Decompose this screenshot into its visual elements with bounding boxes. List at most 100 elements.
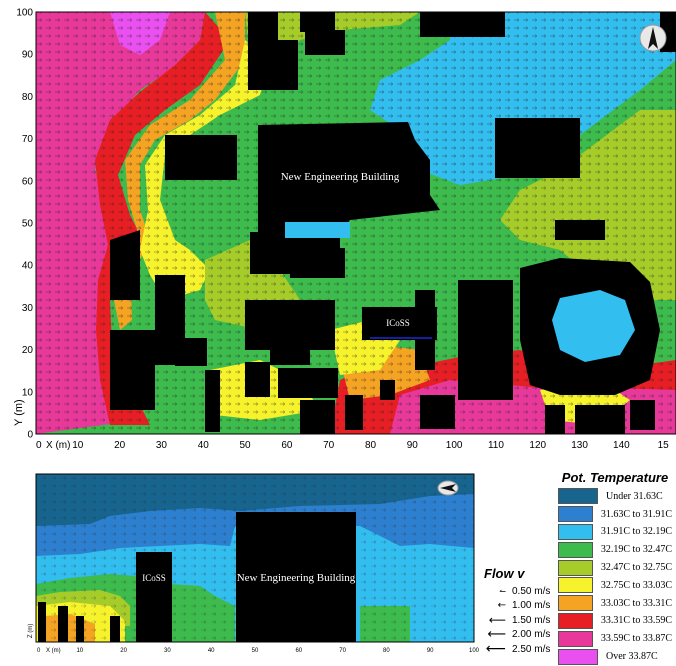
icoss-building-label: ICoSS — [386, 318, 410, 328]
temperature-legend-title: Pot. Temperature — [561, 470, 669, 485]
plan-view-map: New Engineering Building ICoSS 0 10 20 30 40… — [13, 8, 676, 451]
z-axis-label: Z (m) — [28, 624, 34, 638]
section-x-tick-label: 30 — [164, 648, 171, 654]
x-tick-label: 140 — [613, 440, 630, 451]
flow-legend-item: ⟵ 2.00 m/s — [484, 627, 564, 643]
section-north-arrow-icon — [437, 480, 459, 496]
y-tick-label: 30 — [22, 303, 34, 314]
temp-zone-cyan — [552, 290, 635, 362]
arrow-icon: ← — [497, 600, 506, 612]
section-x-tick-label: 60 — [295, 648, 302, 654]
x-tick-label: 90 — [407, 440, 419, 451]
section-view-plot: New Engineering Building ICoSS Z (m) 10 2… — [28, 473, 480, 654]
x-tick-label: 100 — [446, 440, 463, 451]
section-x-origin-label: 0 — [37, 648, 41, 654]
legend-item: 32.75C to 33.03C — [558, 577, 672, 595]
y-axis-ticks: 0 10 20 30 40 50 60 70 80 90 100 — [16, 8, 33, 441]
flow-legend-label: 2.00 m/s — [512, 629, 551, 641]
x-tick-label: 80 — [365, 440, 377, 451]
y-tick-label: 0 — [27, 430, 33, 441]
legend-item: Under 31.63C — [558, 488, 672, 506]
legend-item: 32.19C to 32.47C — [558, 541, 672, 560]
legend-label: 32.47C to 32.75C — [600, 562, 672, 574]
flow-legend-label: 1.50 m/s — [512, 614, 551, 626]
y-tick-label: 40 — [22, 261, 34, 272]
legend-swatch — [558, 559, 593, 576]
legend-item: 31.91C to 32.19C — [558, 523, 672, 542]
section-x-axis-label: X (m) — [46, 648, 61, 654]
legend-swatch — [558, 488, 598, 505]
flow-legend-item: ← 1.00 m/s — [484, 599, 564, 614]
legend-label: 31.91C to 32.19C — [600, 526, 672, 538]
legend-swatch — [558, 523, 593, 540]
section-x-tick-label: 50 — [252, 648, 259, 654]
y-axis-label: Y (m) — [13, 399, 25, 426]
legend-swatch — [558, 612, 593, 629]
x-tick-label: 40 — [198, 440, 210, 451]
legend-item: 33.59C to 33.87C — [558, 630, 672, 649]
y-tick-label: 60 — [22, 176, 34, 187]
arrow-icon: ⟵ — [487, 627, 506, 643]
flow-legend-item: ↼ 0.50 m/s — [484, 584, 564, 599]
y-tick-label: 10 — [22, 387, 34, 398]
section-x-tick-label: 70 — [339, 648, 346, 654]
legend-label: 33.59C to 33.87C — [600, 633, 672, 645]
section-x-tick-label: 80 — [383, 648, 390, 654]
y-tick-label: 100 — [16, 8, 33, 19]
x-tick-label: 70 — [323, 440, 335, 451]
x-tick-label: 20 — [114, 440, 126, 451]
x-tick-label: 10 — [72, 440, 84, 451]
x-tick-label: 110 — [488, 440, 504, 451]
section-x-tick-label: 20 — [120, 648, 127, 654]
flow-legend-item: ⟵ 2.50 m/s — [484, 641, 564, 658]
x-origin-label: 0 — [36, 440, 42, 451]
legend-label: 31.63C to 31.91C — [600, 508, 672, 520]
x-tick-label: 15 — [658, 440, 670, 451]
section-x-tick-label: 90 — [427, 648, 434, 654]
y-tick-label: 70 — [22, 134, 34, 145]
section-buildings — [38, 512, 356, 642]
buildings — [110, 12, 676, 434]
y-tick-label: 50 — [22, 219, 34, 230]
temp-zone-cyan — [285, 222, 350, 238]
section-x-tick-label: 10 — [76, 648, 83, 654]
section-main-building-label: New Engineering Building — [237, 572, 356, 584]
x-tick-label: 30 — [156, 440, 168, 451]
legend-swatch — [558, 595, 593, 612]
x-tick-label: 130 — [571, 440, 588, 451]
flow-legend: Flow v ↼ 0.50 m/s ← 1.00 m/s ⟵ 1.50 m/s ⟵ 2.… — [484, 566, 564, 657]
y-tick-label: 80 — [22, 92, 34, 103]
legend-label: Under 31.63C — [606, 490, 663, 502]
flow-legend-title: Flow v — [484, 566, 525, 581]
north-arrow-icon — [639, 24, 667, 52]
flow-legend-label: 0.50 m/s — [512, 585, 551, 597]
legend-swatch — [558, 630, 593, 647]
flow-legend-label: 2.50 m/s — [512, 643, 551, 655]
flow-legend-label: 1.00 m/s — [512, 600, 551, 612]
x-tick-label: 60 — [281, 440, 293, 451]
legend-item: 33.31C to 33.59C — [558, 612, 672, 631]
y-tick-label: 20 — [22, 345, 34, 356]
section-icoss-label: ICoSS — [142, 573, 166, 583]
legend-item: 32.47C to 32.75C — [558, 559, 672, 577]
x-tick-label: 120 — [529, 440, 546, 451]
flow-legend-item: ⟵ 1.50 m/s — [484, 613, 564, 628]
legend-label: 33.03C to 33.31C — [600, 597, 672, 609]
section-x-axis-ticks: 10 20 30 40 50 60 70 80 90 100 — [76, 648, 479, 654]
legend-swatch — [558, 577, 593, 594]
legend-swatch — [558, 648, 598, 665]
legend-swatch — [558, 541, 593, 558]
arrow-icon: ↼ — [499, 586, 506, 596]
legend-item: Over 33.87C — [558, 648, 672, 666]
arrow-icon: ⟵ — [485, 641, 506, 658]
legend-label: 32.19C to 32.47C — [600, 544, 672, 556]
temperature-legend: Pot. Temperature Under 31.63C 31.63C to 3… — [558, 470, 672, 666]
legend-label: Over 33.87C — [606, 651, 658, 663]
section-x-tick-label: 40 — [208, 648, 215, 654]
x-axis-ticks: 10 20 30 40 50 60 70 80 90 100 110 120 130 140 15 — [72, 440, 669, 451]
legend-label: 33.31C to 33.59C — [600, 615, 672, 627]
legend-label: 32.75C to 33.03C — [600, 579, 672, 591]
x-tick-label: 50 — [240, 440, 252, 451]
legend-item: 33.03C to 33.31C — [558, 595, 672, 613]
x-axis-label: X (m) — [46, 440, 70, 451]
